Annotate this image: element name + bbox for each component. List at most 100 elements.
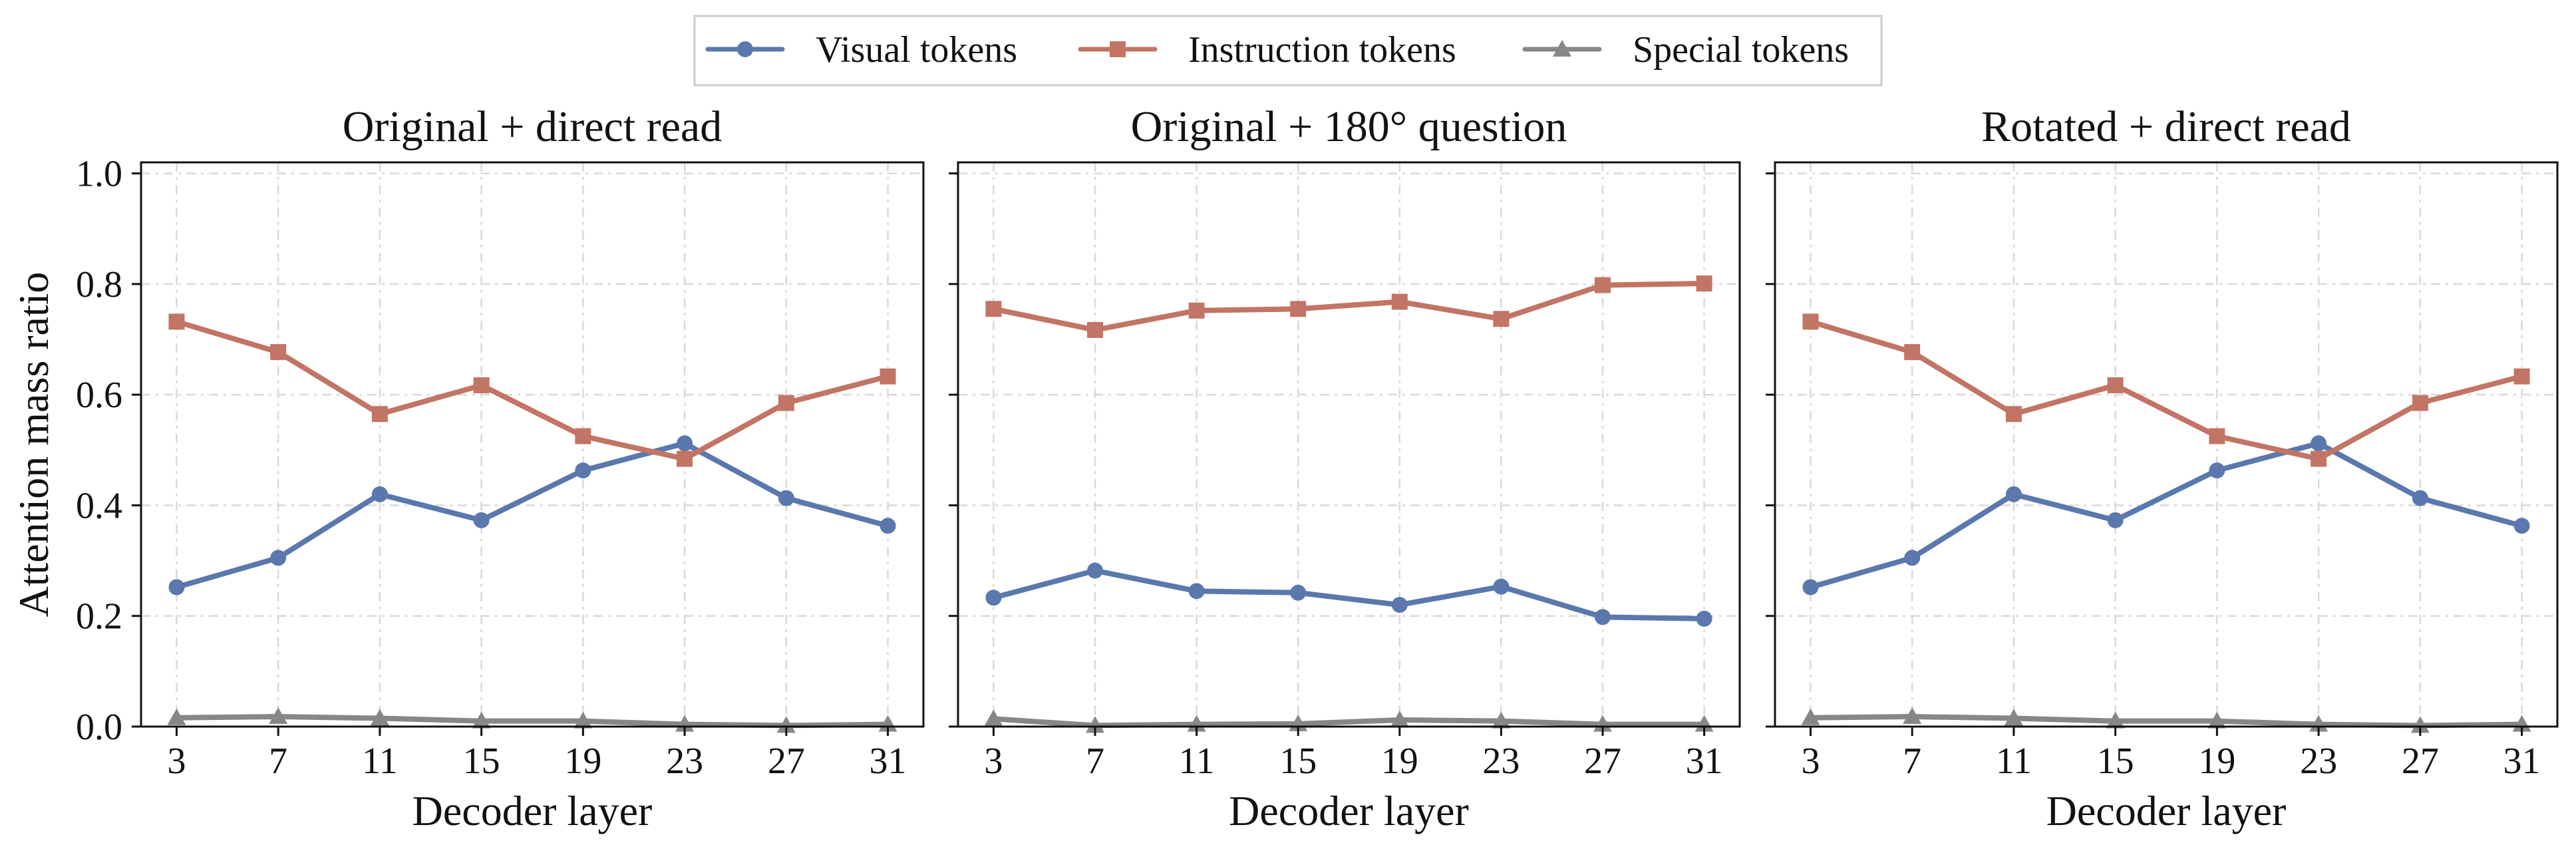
x-axis-label: Decoder layer xyxy=(1229,787,1469,834)
x-tick-label: 7 xyxy=(269,741,287,782)
data-point-visual-tokens xyxy=(371,486,388,502)
series-line-visual-tokens xyxy=(1808,440,2525,590)
panel-rotated-direct-read: 3 7 11 15 19 23 27 31 Rotated + direct read Decod… xyxy=(1766,102,2559,834)
data-point-visual-tokens xyxy=(880,518,896,534)
legend: Visual tokens Instruction tokens Special t… xyxy=(693,15,1883,86)
data-point-special-tokens xyxy=(1903,707,1922,725)
panel-title: Original + 180° question xyxy=(1131,102,1567,151)
data-point-special-tokens xyxy=(370,709,389,726)
x-tick-label: 3 xyxy=(984,741,1003,782)
y-tick-label: 0.6 xyxy=(76,375,122,416)
data-point-visual-tokens xyxy=(1594,609,1611,625)
x-tick-label: 31 xyxy=(2503,741,2541,782)
x-tick-label: 23 xyxy=(1482,741,1520,782)
data-point-visual-tokens xyxy=(2513,518,2530,534)
x-tick-label: 31 xyxy=(870,741,907,782)
series-line-instruction-tokens xyxy=(991,281,1707,333)
data-point-special-tokens xyxy=(573,711,593,729)
series-line-instruction-tokens xyxy=(1808,319,2525,462)
data-point-instruction-tokens xyxy=(1087,321,1104,338)
data-point-instruction-tokens xyxy=(1904,344,1921,361)
data-point-special-tokens xyxy=(2106,711,2125,729)
x-tick-label: 23 xyxy=(666,741,703,782)
legend-marker-instruction-tokens xyxy=(1110,41,1126,57)
data-point-visual-tokens xyxy=(1493,578,1510,595)
data-point-instruction-tokens xyxy=(1188,302,1205,319)
x-axis-label: Decoder layer xyxy=(2046,787,2287,834)
x-tick-label: 27 xyxy=(2402,741,2439,782)
x-tick-label: 7 xyxy=(1086,741,1104,782)
x-tick-label: 27 xyxy=(768,741,805,782)
series-line-instruction-tokens xyxy=(174,319,891,462)
data-point-instruction-tokens xyxy=(778,395,794,411)
data-point-visual-tokens xyxy=(575,462,591,479)
panel-title: Rotated + direct read xyxy=(1981,102,2351,151)
x-tick-label: 19 xyxy=(564,741,601,782)
data-point-instruction-tokens xyxy=(1594,277,1611,293)
x-tick-label: 15 xyxy=(1279,741,1317,782)
series-line-visual-tokens xyxy=(991,568,1707,621)
legend-box xyxy=(693,15,1883,86)
series-line-visual-tokens xyxy=(174,440,891,590)
plot-frame xyxy=(140,161,925,728)
x-tick-label: 19 xyxy=(1381,741,1418,782)
data-point-visual-tokens xyxy=(677,435,693,452)
data-point-visual-tokens xyxy=(2311,435,2327,452)
data-point-visual-tokens xyxy=(2107,512,2124,528)
data-point-visual-tokens xyxy=(1391,597,1408,613)
data-point-visual-tokens xyxy=(168,579,185,596)
plot-frame xyxy=(1774,161,2559,728)
y-tick-label: 0.8 xyxy=(76,264,122,305)
data-point-instruction-tokens xyxy=(677,450,693,467)
data-point-special-tokens xyxy=(2207,711,2227,729)
x-tick-label: 3 xyxy=(167,741,186,782)
data-point-special-tokens xyxy=(269,707,288,725)
data-point-visual-tokens xyxy=(1696,610,1712,627)
series-line-special-tokens xyxy=(1808,714,2525,729)
panel-original-direct-read: 3 7 11 15 19 23 27 31 0.0 0.2 0.4 0.6 0.8 1.0 Original… xyxy=(10,102,925,834)
y-tick-label: 0.2 xyxy=(76,596,122,637)
data-point-instruction-tokens xyxy=(2107,377,2124,394)
data-point-visual-tokens xyxy=(1087,562,1104,579)
x-tick-label: 7 xyxy=(1903,741,1921,782)
data-point-instruction-tokens xyxy=(2513,368,2530,385)
data-point-instruction-tokens xyxy=(2311,450,2327,467)
data-point-instruction-tokens xyxy=(473,377,490,394)
y-axis-label: Attention mass ratio xyxy=(10,271,57,617)
data-point-visual-tokens xyxy=(778,490,794,506)
data-point-visual-tokens xyxy=(1290,584,1307,601)
data-point-special-tokens xyxy=(984,709,1003,727)
x-tick-label: 19 xyxy=(2198,741,2235,782)
y-tick-label: 0.4 xyxy=(76,485,122,526)
data-point-instruction-tokens xyxy=(371,406,388,423)
data-point-visual-tokens xyxy=(1802,579,1819,596)
x-tick-label: 11 xyxy=(362,741,398,782)
data-point-special-tokens xyxy=(1086,716,1105,733)
data-point-instruction-tokens xyxy=(1493,311,1510,327)
data-point-instruction-tokens xyxy=(2005,406,2022,423)
legend-marker-visual-tokens xyxy=(737,41,753,57)
x-tick-label: 15 xyxy=(2097,741,2134,782)
x-tick-label: 23 xyxy=(2300,741,2337,782)
y-tick-label: 1.0 xyxy=(76,154,122,195)
data-point-visual-tokens xyxy=(1904,550,1921,566)
data-point-special-tokens xyxy=(1492,711,1511,729)
data-point-instruction-tokens xyxy=(168,313,185,330)
legend-label-special-tokens: Special tokens xyxy=(1633,29,1849,71)
data-point-visual-tokens xyxy=(2412,490,2428,506)
data-point-visual-tokens xyxy=(2209,462,2225,479)
data-point-special-tokens xyxy=(1801,708,1820,725)
panel-title: Original + direct read xyxy=(343,102,722,151)
data-point-instruction-tokens xyxy=(2209,428,2225,444)
data-point-instruction-tokens xyxy=(2412,395,2428,411)
x-tick-label: 15 xyxy=(463,741,500,782)
data-point-visual-tokens xyxy=(985,590,1002,606)
x-tick-label: 11 xyxy=(1179,741,1215,782)
data-point-special-tokens xyxy=(167,708,186,725)
x-tick-label: 3 xyxy=(1801,741,1820,782)
data-point-special-tokens xyxy=(776,716,796,733)
y-tick-label: 0.0 xyxy=(76,707,122,748)
data-point-instruction-tokens xyxy=(880,368,896,385)
series-line-special-tokens xyxy=(174,714,891,729)
